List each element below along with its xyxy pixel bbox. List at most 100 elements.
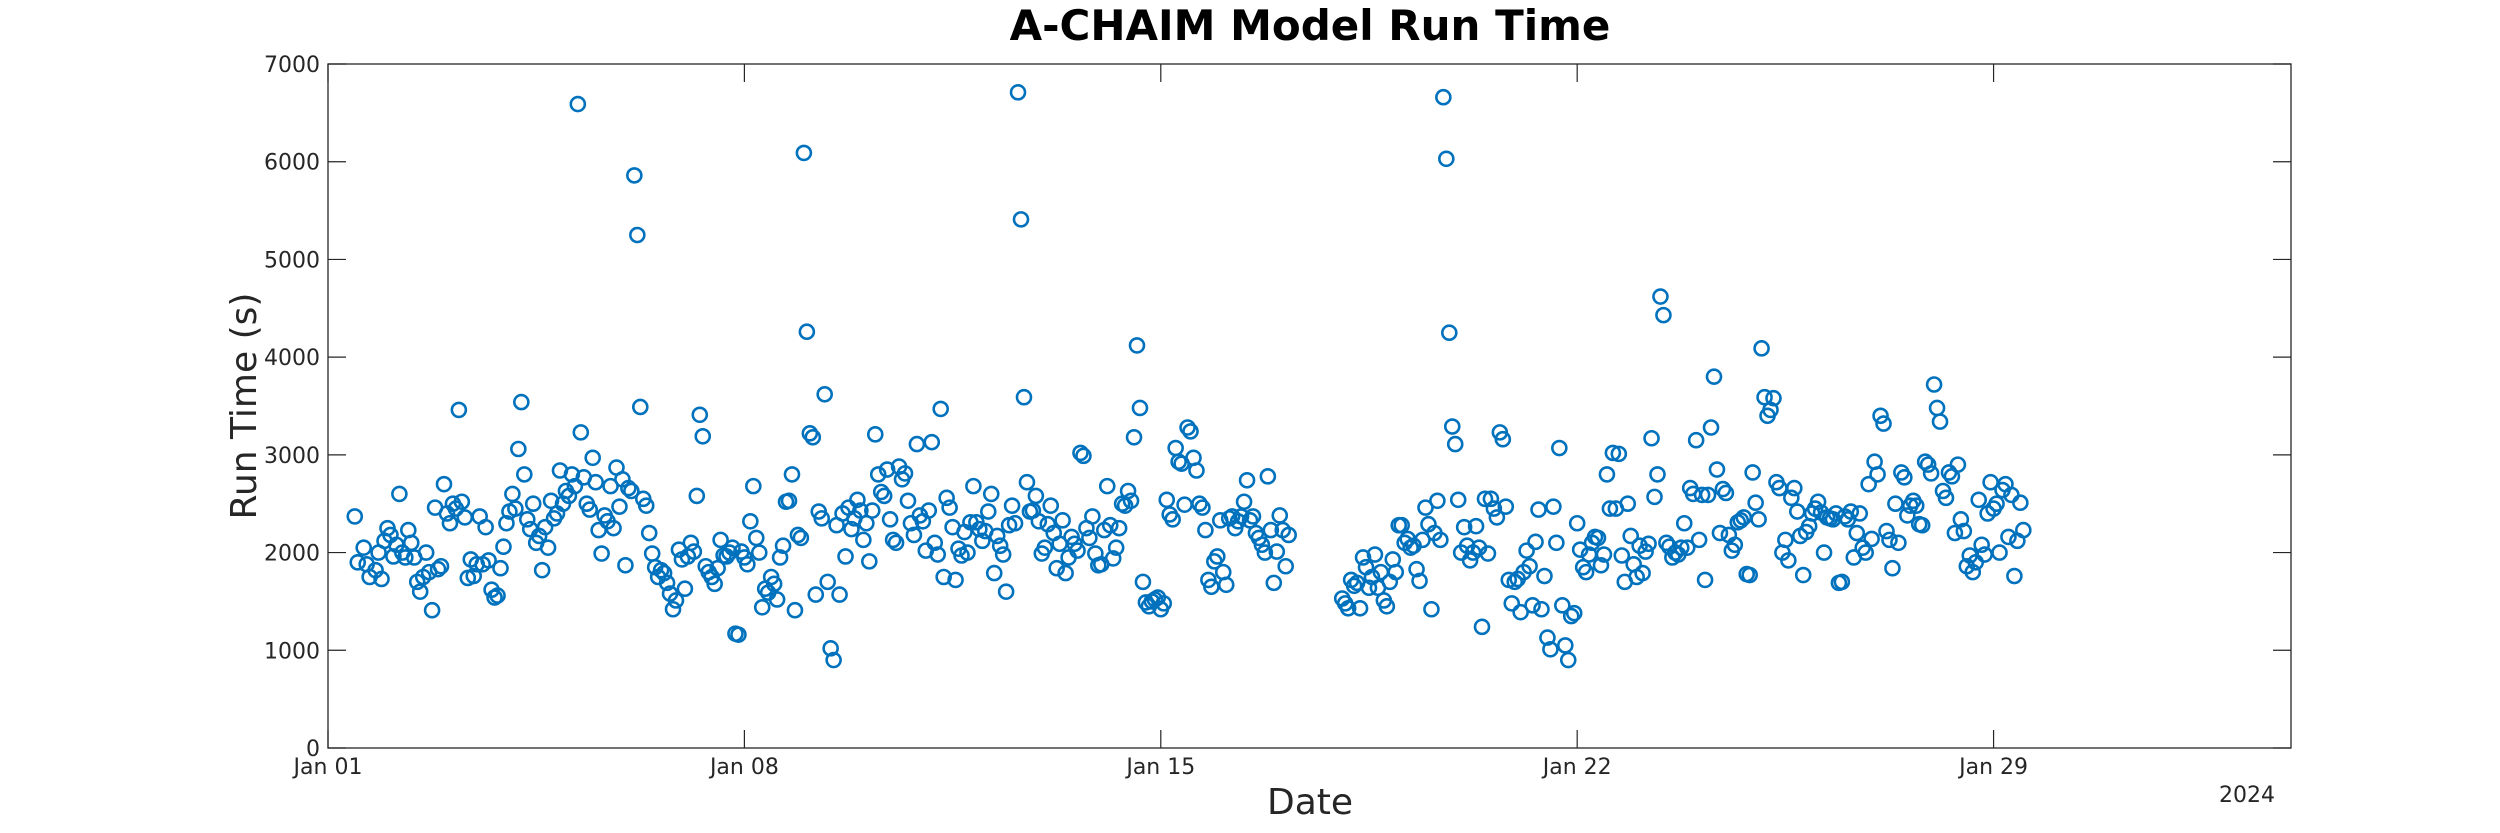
data-point — [1524, 597, 1541, 614]
data-point — [881, 511, 899, 528]
data-point — [780, 492, 798, 510]
data-point — [1503, 595, 1521, 612]
data-point — [1762, 401, 1779, 419]
y-tick-label: 0 — [306, 737, 320, 762]
data-point — [1705, 368, 1723, 385]
data-point — [1955, 522, 1973, 540]
data-point — [1931, 413, 1949, 430]
data-point — [1696, 571, 1714, 589]
data-point — [1497, 498, 1515, 515]
data-point — [1991, 544, 2008, 561]
data-point — [1354, 549, 1372, 566]
data-point — [1747, 494, 1764, 512]
data-point — [655, 564, 673, 582]
data-point — [1012, 211, 1030, 228]
data-point — [611, 498, 628, 515]
data-point — [822, 640, 839, 657]
data-point — [1717, 484, 1735, 502]
data-point — [965, 477, 982, 495]
data-point — [899, 492, 917, 510]
data-point — [1122, 492, 1140, 510]
data-point — [1988, 495, 2005, 513]
data-point — [1084, 508, 1101, 525]
data-point — [1435, 88, 1452, 106]
data-point — [1598, 466, 1616, 483]
y-tick-label: 4000 — [264, 346, 320, 371]
data-point — [492, 559, 509, 577]
data-point — [1765, 389, 1782, 407]
data-point — [1869, 466, 1886, 483]
data-point — [1461, 552, 1479, 569]
data-point — [1973, 536, 1990, 554]
data-point — [1009, 84, 1027, 101]
data-point — [637, 497, 655, 514]
data-point — [1702, 419, 1720, 436]
data-point — [872, 483, 890, 501]
data-point — [1188, 462, 1205, 479]
data-point — [2006, 567, 2023, 585]
data-point — [1675, 514, 1693, 532]
data-point — [1708, 461, 1726, 478]
data-point — [629, 226, 646, 244]
data-point — [1018, 473, 1036, 491]
data-point — [712, 531, 729, 549]
data-point — [1134, 573, 1152, 591]
data-point — [742, 513, 759, 530]
x-tick-label: Jan 01 — [292, 755, 363, 780]
data-point — [1937, 489, 1955, 507]
data-point — [1030, 513, 1048, 530]
data-point — [477, 518, 494, 536]
data-point — [685, 543, 703, 560]
data-point — [795, 144, 813, 162]
data-point — [878, 461, 896, 478]
data-point — [1881, 531, 1898, 549]
data-points — [346, 84, 2032, 669]
data-point — [1411, 572, 1428, 590]
data-point — [863, 502, 881, 519]
data-point — [771, 549, 789, 566]
data-point — [991, 537, 1009, 555]
data-point — [1658, 534, 1675, 552]
data-point — [1646, 488, 1663, 506]
data-point — [1652, 288, 1669, 305]
data-point — [620, 479, 637, 497]
data-point — [495, 538, 512, 556]
data-point — [1042, 497, 1060, 514]
data-point — [563, 466, 581, 483]
data-point — [1562, 607, 1580, 625]
data-point — [1842, 503, 1860, 520]
data-point — [429, 560, 447, 578]
data-point — [1443, 418, 1461, 435]
data-point — [1786, 479, 1803, 497]
data-point — [1027, 487, 1045, 505]
data-point — [1890, 534, 1907, 552]
data-point — [507, 500, 524, 517]
data-point — [498, 514, 515, 532]
data-point — [1164, 511, 1181, 528]
data-point — [1179, 419, 1196, 436]
data-point — [1432, 531, 1449, 549]
data-point — [1482, 490, 1500, 508]
data-point — [513, 393, 530, 411]
data-point — [1815, 544, 1833, 561]
data-point — [837, 548, 854, 565]
data-point — [1919, 456, 1937, 473]
data-point — [1449, 491, 1467, 509]
data-point — [432, 557, 450, 575]
data-point — [1777, 531, 1794, 549]
data-point — [1637, 543, 1654, 560]
data-point — [1479, 545, 1497, 562]
data-point — [480, 552, 497, 569]
data-point — [1072, 444, 1089, 462]
x-tick-label: Jan 15 — [1124, 755, 1195, 780]
data-point — [1693, 486, 1711, 504]
data-point — [750, 544, 768, 561]
data-point — [825, 651, 842, 669]
data-point — [1277, 557, 1295, 575]
data-point — [1414, 531, 1431, 549]
data-point — [1687, 431, 1705, 449]
data-point — [572, 424, 590, 441]
data-point — [1833, 573, 1851, 591]
year-label: 2024 — [2219, 783, 2275, 808]
